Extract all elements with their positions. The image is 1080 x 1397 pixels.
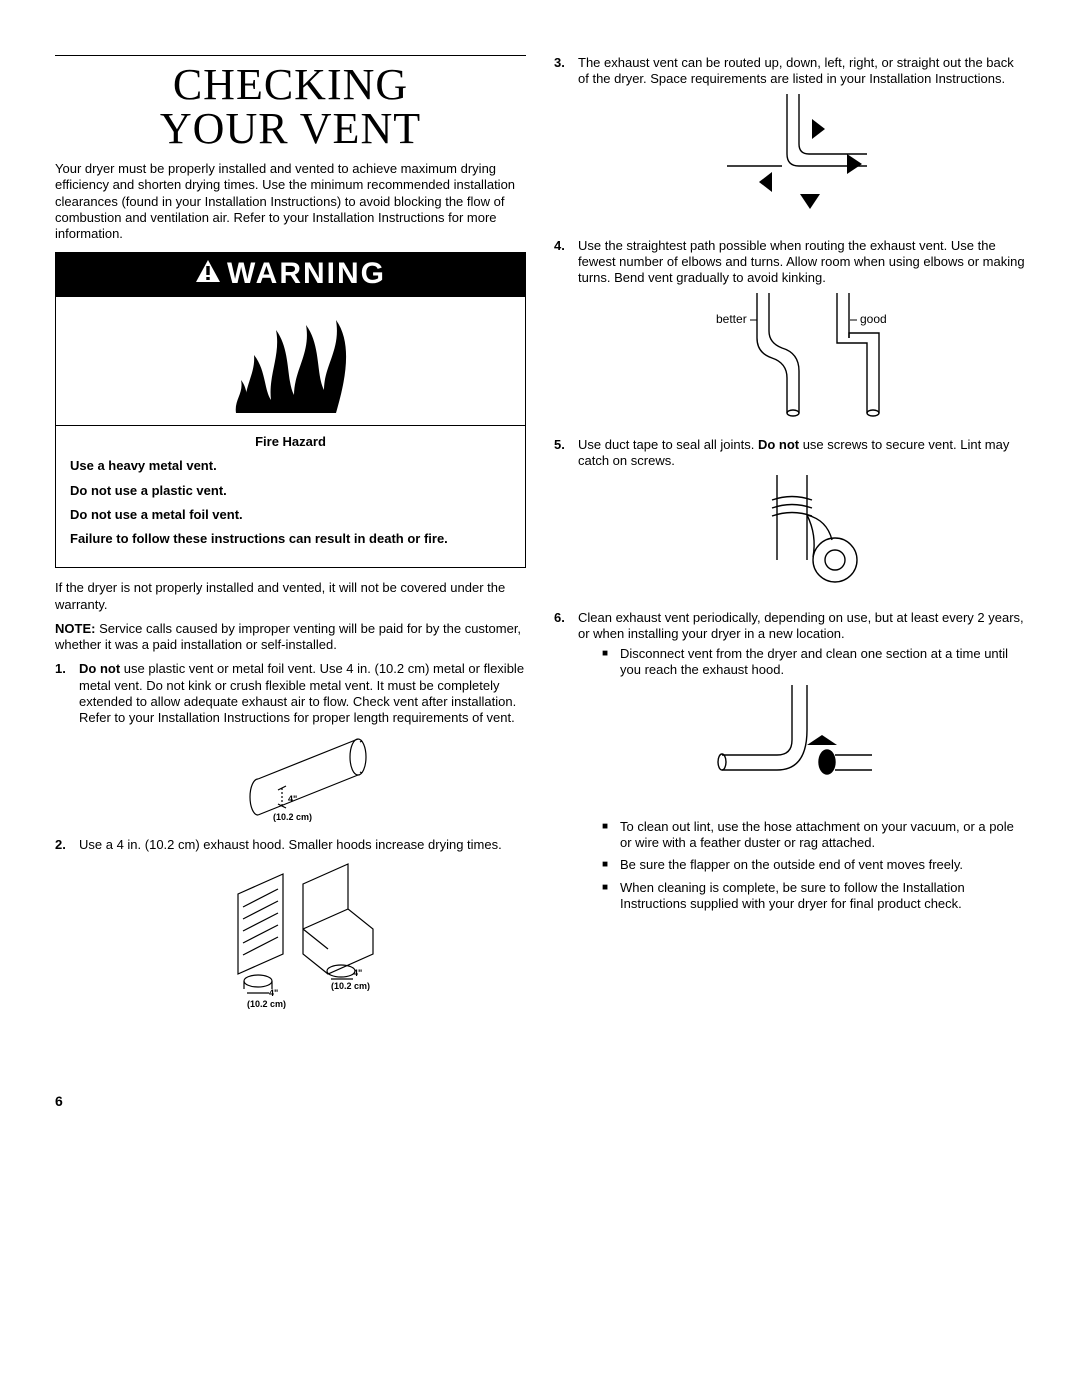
step-5: Use duct tape to seal all joints. Do not… — [554, 437, 1025, 600]
warning-line: Failure to follow these instructions can… — [70, 531, 511, 547]
figure-routing-arrows — [578, 94, 1025, 228]
step-6-sublist: Disconnect vent from the dryer and clean… — [578, 646, 1025, 679]
warning-header: WARNING — [56, 253, 525, 297]
svg-text:(10.2 cm): (10.2 cm) — [331, 981, 370, 991]
title-line-2: YOUR VENT — [55, 107, 526, 151]
warning-line: Do not use a plastic vent. — [70, 483, 511, 499]
right-steps: The exhaust vent can be routed up, down,… — [554, 55, 1025, 912]
step-1-text: use plastic vent or metal foil vent. Use… — [79, 661, 524, 725]
step-4: Use the straightest path possible when r… — [554, 238, 1025, 427]
step-3-text: The exhaust vent can be routed up, down,… — [578, 55, 1014, 86]
right-column: The exhaust vent can be routed up, down,… — [554, 55, 1025, 1033]
page-content: CHECKING YOUR VENT Your dryer must be pr… — [55, 55, 1025, 1033]
figure-vent-tube: 4" (10.2 cm) — [79, 732, 526, 826]
svg-text:4": 4" — [353, 968, 362, 978]
page-number: 6 — [55, 1093, 1025, 1111]
step-2-text: Use a 4 in. (10.2 cm) exhaust hood. Smal… — [79, 837, 502, 852]
figure-better-good: better good — [578, 293, 1025, 427]
svg-text:4": 4" — [269, 988, 278, 998]
warning-line: Use a heavy metal vent. — [70, 458, 511, 474]
step-2: Use a 4 in. (10.2 cm) exhaust hood. Smal… — [55, 837, 526, 1024]
label-good: good — [860, 312, 887, 326]
intro-paragraph: Your dryer must be properly installed an… — [55, 161, 526, 242]
warning-hazard: Fire Hazard — [70, 434, 511, 450]
sub-item: To clean out lint, use the hose attachme… — [602, 819, 1025, 852]
svg-text:(10.2 cm): (10.2 cm) — [247, 999, 286, 1009]
sub-item: Be sure the flapper on the outside end o… — [602, 857, 1025, 873]
step-4-text: Use the straightest path possible when r… — [578, 238, 1025, 286]
left-steps: Do not use plastic vent or metal foil ve… — [55, 661, 526, 1023]
step-3: The exhaust vent can be routed up, down,… — [554, 55, 1025, 228]
step-5-text-a: Use duct tape to seal all joints. — [578, 437, 758, 452]
step-6-sublist-2: To clean out lint, use the hose attachme… — [578, 819, 1025, 912]
warning-line: Do not use a metal foil vent. — [70, 507, 511, 523]
figure-disconnect-vent — [578, 685, 1025, 809]
step-6: Clean exhaust vent periodically, dependi… — [554, 610, 1025, 913]
note-prefix: NOTE: — [55, 621, 95, 636]
dim-label: (10.2 cm) — [273, 812, 312, 822]
left-column: CHECKING YOUR VENT Your dryer must be pr… — [55, 55, 526, 1033]
step-1-bold: Do not — [79, 661, 120, 676]
warning-triangle-icon — [195, 255, 221, 293]
sub-item: When cleaning is complete, be sure to fo… — [602, 880, 1025, 913]
step-5-bold: Do not — [758, 437, 799, 452]
flame-icon — [56, 297, 525, 425]
sub-item: Disconnect vent from the dryer and clean… — [602, 646, 1025, 679]
warning-body: Fire Hazard Use a heavy metal vent. Do n… — [56, 425, 525, 567]
step-1: Do not use plastic vent or metal foil ve… — [55, 661, 526, 826]
title-line-1: CHECKING — [55, 63, 526, 107]
warning-box: WARNING Fire Hazard Use a heavy metal ve… — [55, 252, 526, 568]
warranty-paragraph: If the dryer is not properly installed a… — [55, 580, 526, 613]
dim-label: 4" — [288, 794, 297, 804]
note-text: Service calls caused by improper venting… — [55, 621, 521, 652]
page-title: CHECKING YOUR VENT — [55, 63, 526, 151]
step-6-text: Clean exhaust vent periodically, dependi… — [578, 610, 1024, 641]
warning-header-text: WARNING — [227, 255, 386, 293]
figure-duct-tape — [578, 475, 1025, 599]
note-paragraph: NOTE: Service calls caused by improper v… — [55, 621, 526, 654]
figure-exhaust-hood: 4" (10.2 cm) 4" (10.2 cm) — [79, 859, 526, 1023]
label-better: better — [716, 312, 747, 326]
